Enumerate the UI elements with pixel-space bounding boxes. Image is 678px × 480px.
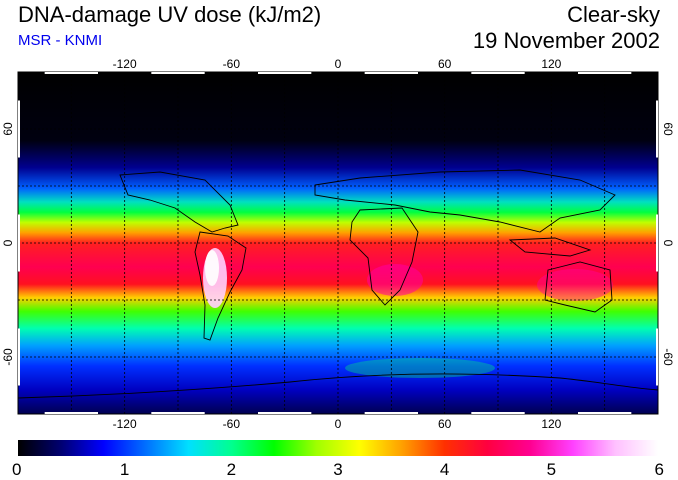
map-title: DNA-damage UV dose (kJ/m2) [18, 2, 322, 27]
map-overlays [18, 72, 658, 414]
southern-ocean-band [345, 358, 495, 378]
lon-label-bottom: -120 [113, 417, 137, 431]
lon-labels-top: -120 -60 0 60 120 [113, 57, 562, 71]
lon-labels-bottom: -120 -60 0 60 120 [113, 417, 562, 431]
lon-label-bottom: 0 [335, 417, 342, 431]
lon-label-top: -120 [113, 57, 137, 71]
andes-peak-region [205, 250, 219, 286]
colorbar-tick-label: 1 [120, 460, 129, 479]
colorbar-labels: 0 1 2 3 4 5 6 [12, 460, 664, 479]
coastlines [18, 169, 658, 399]
frame-ticks [18, 72, 658, 414]
lon-label-bottom: 120 [541, 417, 561, 431]
colorbar-tick-label: 2 [227, 460, 236, 479]
lat-labels-right: 60 0 -60 [661, 122, 675, 366]
southern-africa-high-dose [367, 264, 423, 296]
source-label: MSR - KNMI [18, 32, 103, 49]
date-label: 19 November 2002 [472, 28, 660, 53]
north-america-coast [119, 171, 239, 233]
condition-label: Clear-sky [567, 2, 660, 27]
lat-label-left: -60 [1, 348, 15, 366]
lat-labels-left: 60 0 -60 [1, 122, 15, 366]
lat-label-left: 0 [1, 239, 15, 246]
australia-coast [544, 261, 613, 313]
lon-label-top: 0 [335, 57, 342, 71]
lon-label-bottom: 60 [438, 417, 452, 431]
antarctica-coast [18, 373, 658, 399]
colorbar [18, 440, 658, 456]
lat-label-left: 60 [1, 122, 15, 136]
africa-coast [349, 207, 419, 306]
lat-label-right: 60 [661, 122, 675, 136]
colorbar-tick-label: 4 [440, 460, 449, 479]
graticule [18, 72, 658, 414]
lon-label-top: 60 [438, 57, 452, 71]
lon-label-bottom: -60 [223, 417, 241, 431]
colorbar-tick-label: 0 [12, 460, 21, 479]
lon-label-top: 120 [541, 57, 561, 71]
lat-label-right: 0 [661, 240, 675, 247]
colorbar-tick-label: 6 [655, 460, 664, 479]
eurasia-coast [314, 169, 616, 233]
australia-high-dose [537, 269, 613, 301]
colorbar-tick-label: 5 [547, 460, 556, 479]
colorbar-tick-label: 3 [333, 460, 342, 479]
south-america-coast [194, 231, 247, 341]
lon-label-top: -60 [223, 57, 241, 71]
maritime-continent-coast [508, 237, 592, 257]
lat-label-right: -60 [661, 348, 675, 366]
